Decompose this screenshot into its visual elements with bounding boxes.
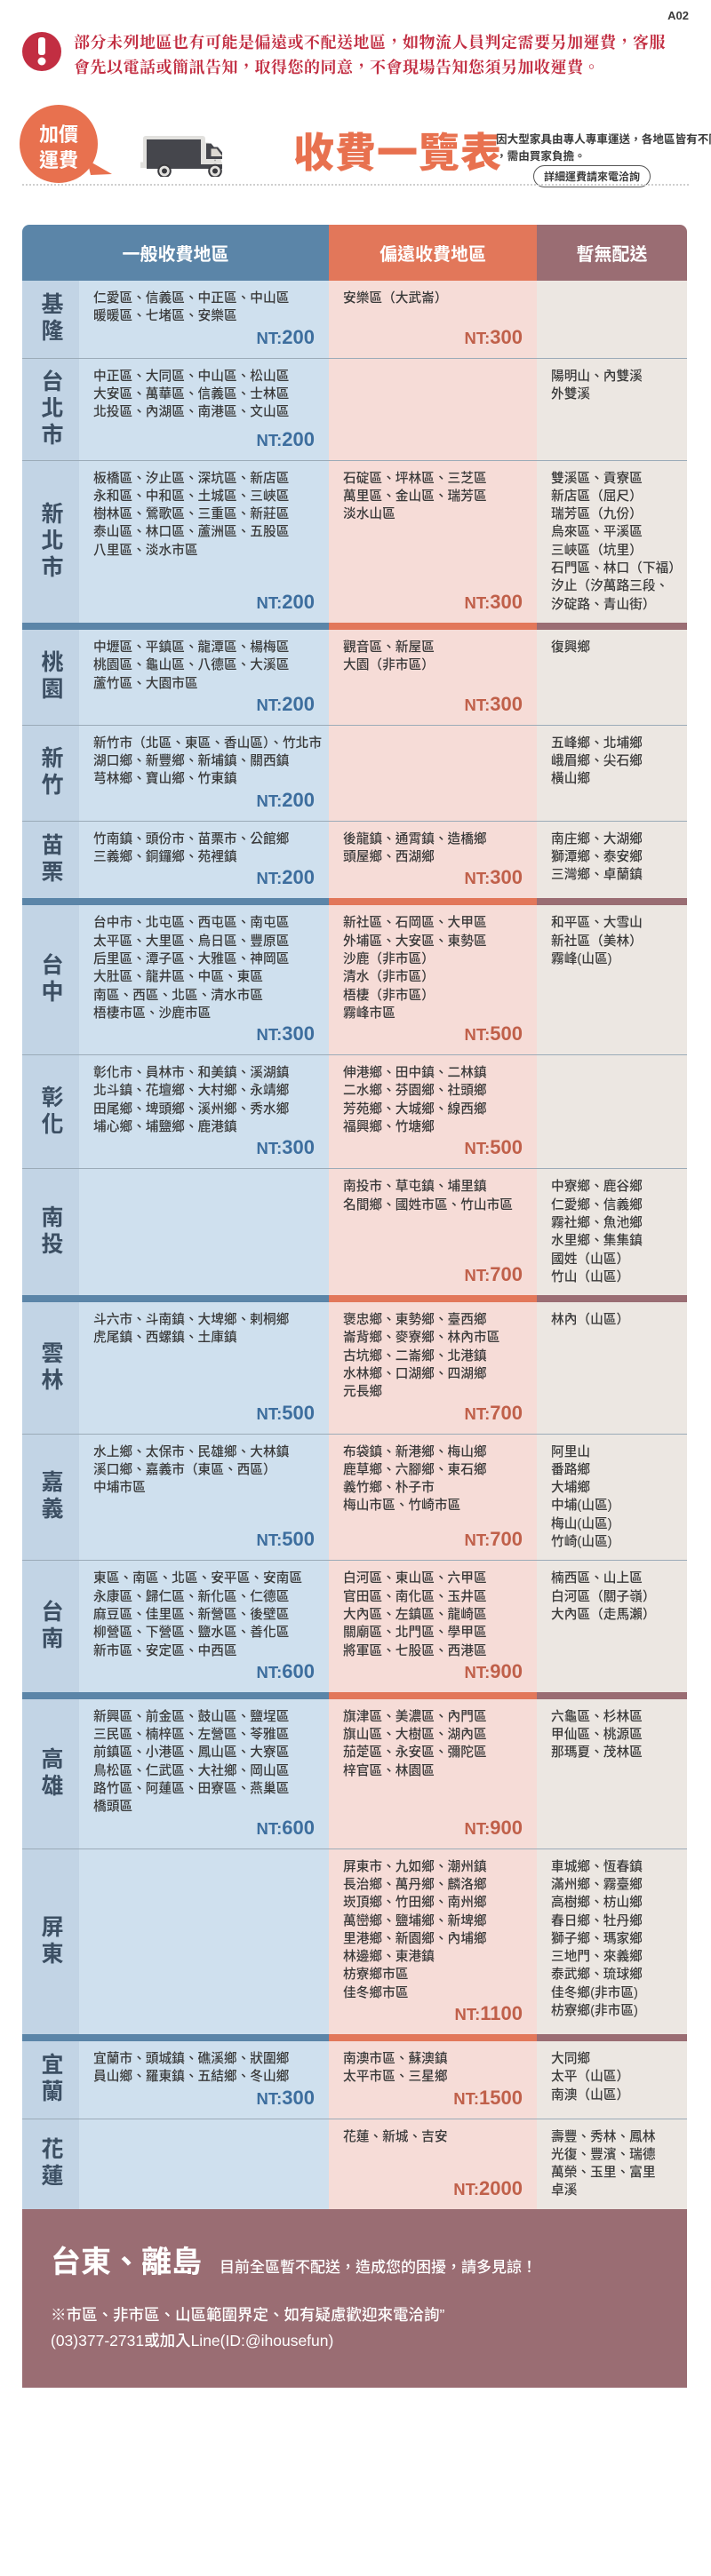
svg-text:運費: 運費 — [39, 145, 78, 173]
svg-text:加價: 加價 — [39, 119, 78, 147]
